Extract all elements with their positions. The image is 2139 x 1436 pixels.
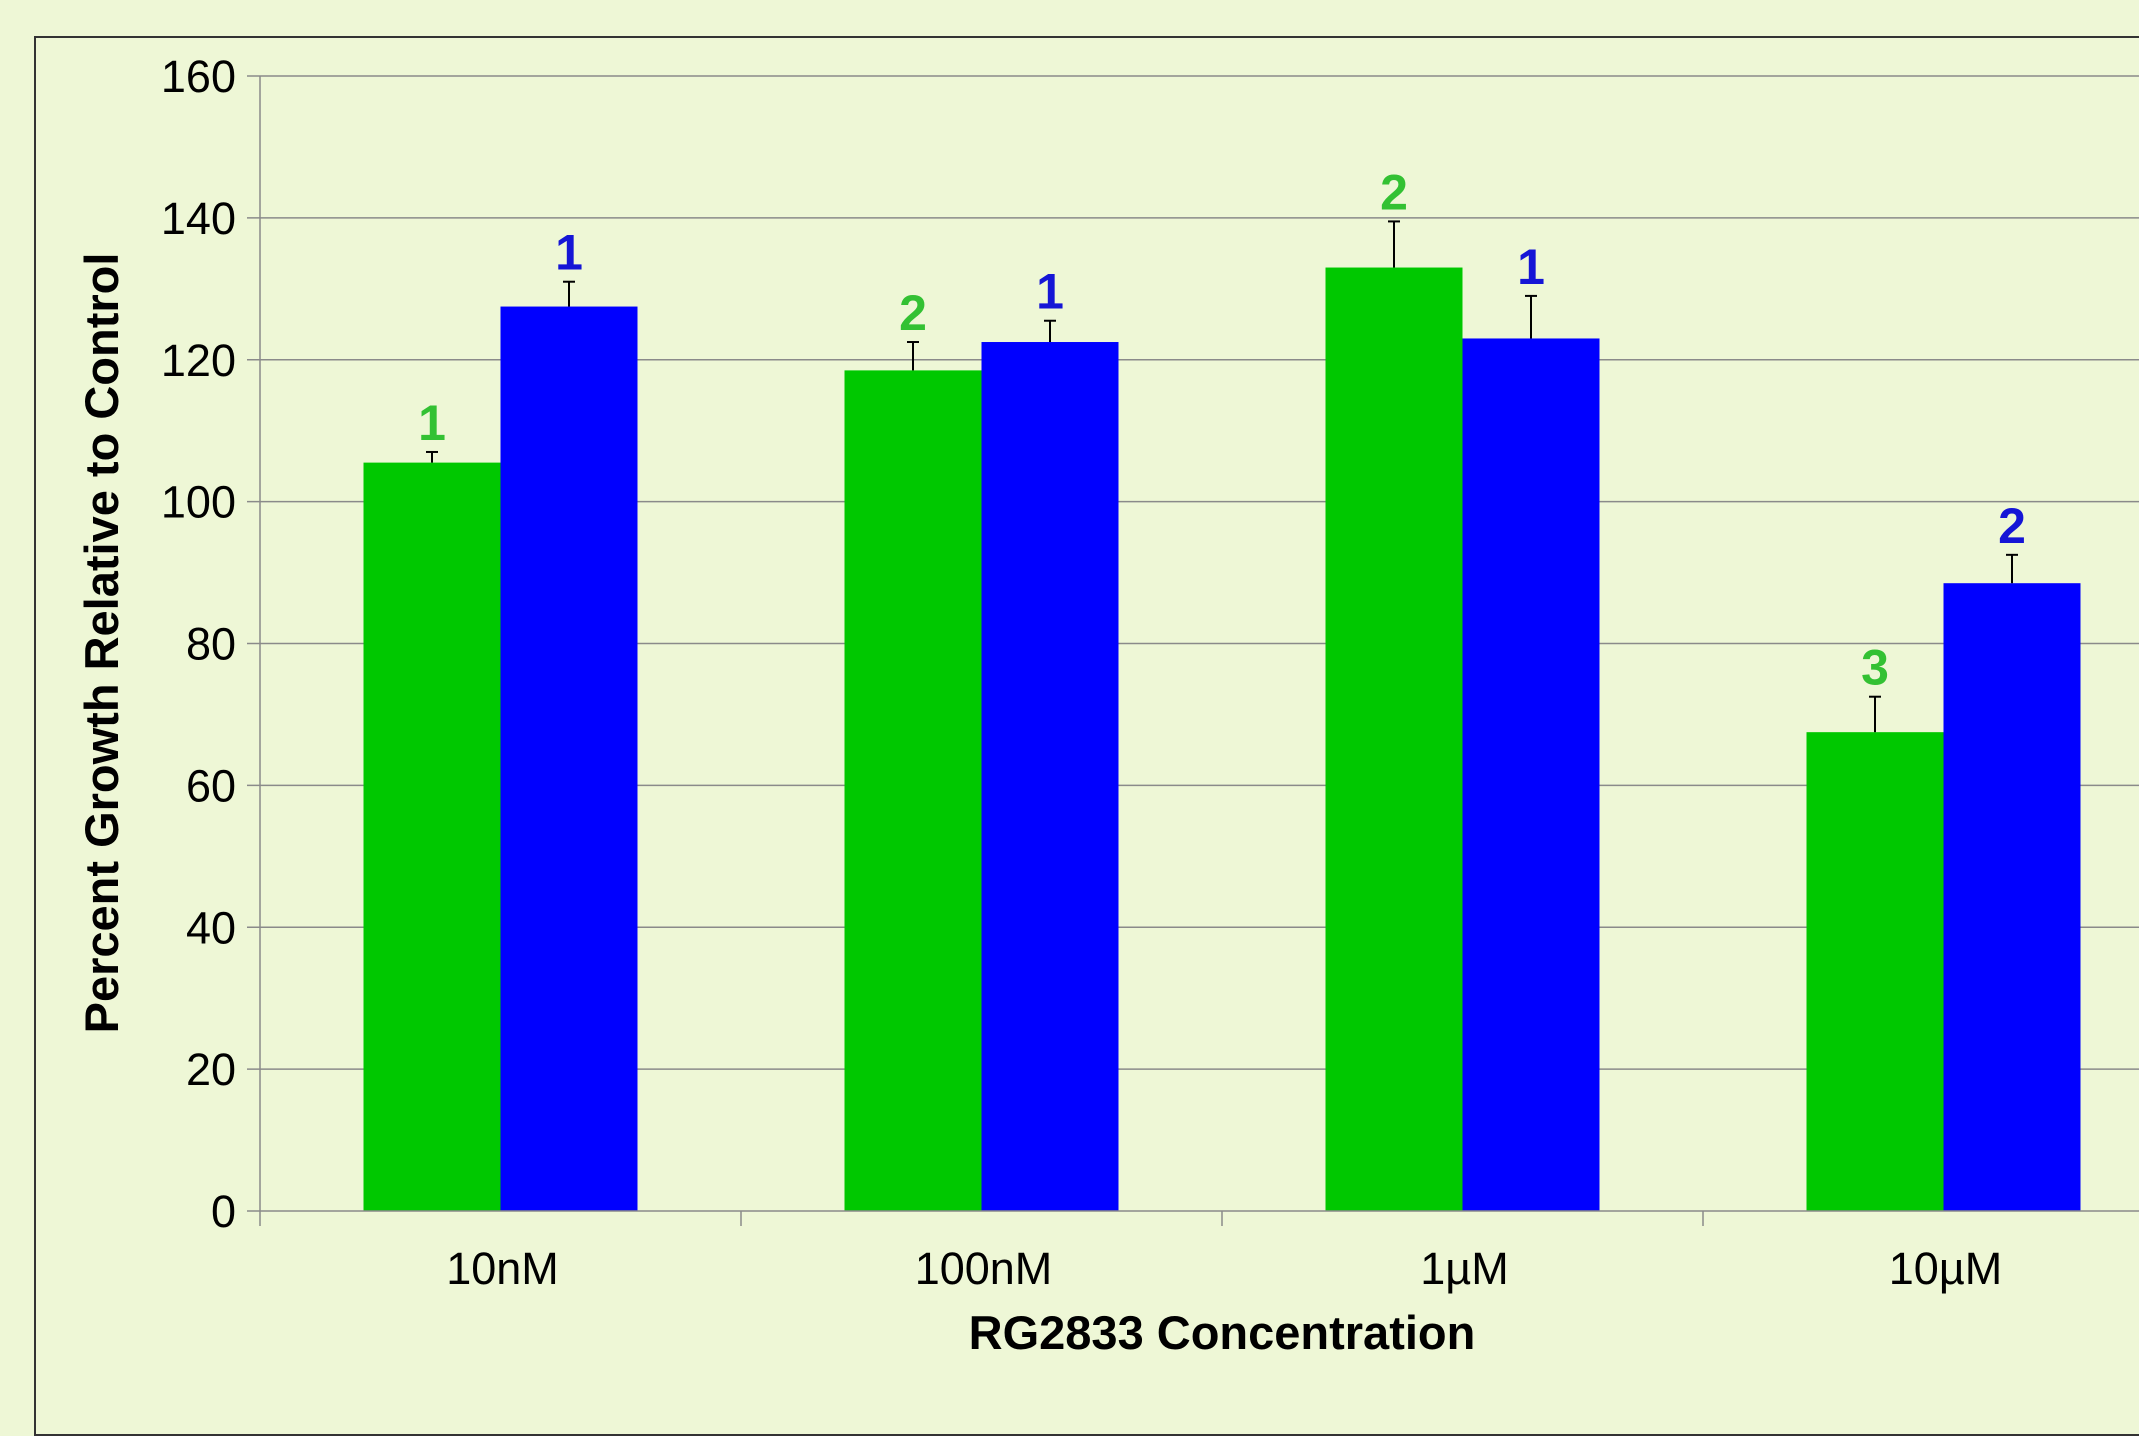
x-tick-label: 100nM [915,1243,1053,1294]
bars [363,220,2081,1211]
y-axis-title: Percent Growth Relative to Control [75,253,128,1034]
bar [1462,338,1600,1211]
bar [363,462,501,1211]
data-label: 2 [1380,164,1408,220]
data-label: 2 [1998,498,2026,554]
data-label: 3 [1861,640,1889,696]
bar [1806,732,1944,1211]
x-tick-label: 1µM [1420,1243,1508,1294]
bar [500,306,638,1211]
axes: 0 20 40 60 80 100 120 140 160 10nM 100nM 1µM 10µM [161,51,2139,1294]
y-tick-label: 140 [161,193,236,244]
data-label: 1 [418,395,446,451]
y-tick-label: 120 [161,335,236,386]
y-tick-label: 0 [211,1186,236,1237]
y-tick-label: 40 [186,902,236,953]
x-axis-title: RG2833 Concentration [969,1306,1476,1359]
bar-chart: 0 20 40 60 80 100 120 140 160 10nM 100nM 1µM 10µM 1 2… [75,51,2139,1359]
x-tick-label: 10µM [1889,1243,2002,1294]
x-tick-label: 10nM [446,1243,559,1294]
y-tick-label: 160 [161,51,236,102]
bar [1943,583,2081,1211]
data-label: 1 [555,225,583,281]
y-tick-label: 100 [161,477,236,528]
labels: 1 2 2 3 1 1 1 2 [418,164,2026,695]
y-tick-label: 60 [186,760,236,811]
data-label: 1 [1036,264,1064,320]
bar [1325,267,1463,1211]
data-label: 1 [1517,239,1545,295]
y-tick-label: 20 [186,1044,236,1095]
bar [981,342,1119,1211]
data-label: 2 [899,285,927,341]
y-tick-label: 80 [186,619,236,670]
bar [844,370,982,1211]
